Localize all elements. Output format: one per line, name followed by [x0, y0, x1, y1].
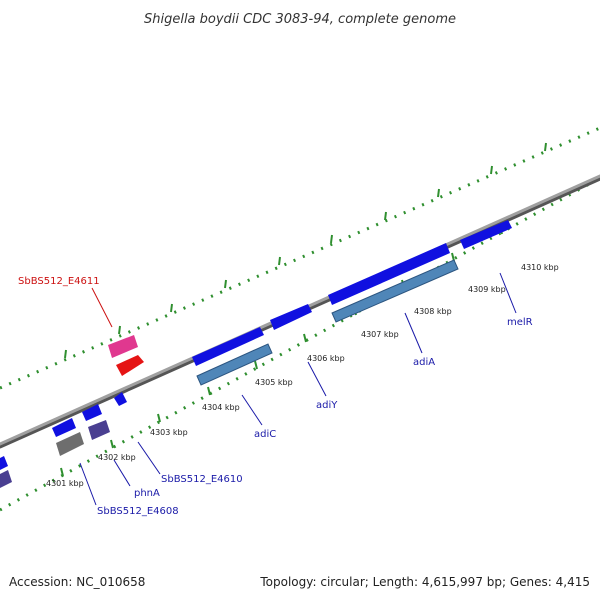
gene-melr-forward[interactable]: [460, 220, 512, 249]
gene-adic-reverse[interactable]: [196, 343, 273, 386]
gene-blue-small-a[interactable]: [52, 418, 76, 437]
gene-phna[interactable]: [88, 420, 110, 440]
outer-tick-track: [0, 126, 600, 390]
kbp-label-4302: 4302 kbp: [98, 453, 136, 462]
label-sbbs512-e4608: SbBS512_E4608: [97, 506, 179, 517]
leader-phna: [113, 459, 131, 487]
label-sbbs512-e4611: SbBS512_E4611: [18, 276, 100, 287]
genome-summary-text: Topology: circular; Length: 4,615,997 bp…: [259, 575, 590, 589]
leader-adic: [241, 394, 263, 426]
kbp-label-4308: 4308 kbp: [414, 307, 452, 316]
gene-adia-forward[interactable]: [328, 243, 450, 305]
label-adia: adiA: [413, 357, 435, 368]
kbp-label-4309: 4309 kbp: [468, 285, 506, 294]
kbp-label-4301: 4301 kbp: [46, 479, 84, 488]
gene-sbbs512-e4608[interactable]: [56, 432, 84, 456]
label-adic: adiC: [254, 429, 276, 440]
kbp-label-4303: 4303 kbp: [150, 428, 188, 437]
label-phna: phnA: [134, 488, 160, 499]
leader-adia: [404, 312, 423, 354]
kbp-label-4305: 4305 kbp: [255, 378, 293, 387]
accession-text: Accession: NC_010658: [9, 575, 145, 589]
label-adiy: adiY: [316, 400, 338, 411]
kbp-label-4310: 4310 kbp: [521, 263, 559, 272]
leader-adiy: [307, 361, 327, 397]
gene-adia-reverse[interactable]: [331, 259, 459, 323]
gene-adiy-forward[interactable]: [270, 304, 312, 330]
leader-melr: [499, 272, 517, 314]
gene-adic-forward[interactable]: [192, 327, 264, 366]
gene-edge-purple[interactable]: [0, 470, 12, 488]
kbp-label-4306: 4306 kbp: [307, 354, 345, 363]
inner-tick-track: [0, 176, 600, 512]
kbp-label-4304: 4304 kbp: [202, 403, 240, 412]
gene-sbbs512-e4611[interactable]: [108, 335, 138, 358]
outer-major-ticks: [64, 142, 547, 359]
leader-sbbs512-e4611: [91, 287, 113, 328]
label-sbbs512-e4610: SbBS512_E4610: [161, 474, 243, 485]
label-melr: melR: [507, 317, 533, 328]
leader-sbbs512-e4610: [137, 441, 161, 475]
kbp-label-4307: 4307 kbp: [361, 330, 399, 339]
leader-sbbs512-e4608: [79, 462, 97, 506]
gene-sbbs512-e4611-red[interactable]: [116, 355, 144, 376]
map-title: Shigella boydii CDC 3083-94, complete ge…: [144, 12, 456, 27]
gene-blue-small-c[interactable]: [114, 392, 127, 406]
gene-blue-small-b[interactable]: [82, 404, 102, 421]
gene-edge-blue[interactable]: [0, 456, 8, 470]
